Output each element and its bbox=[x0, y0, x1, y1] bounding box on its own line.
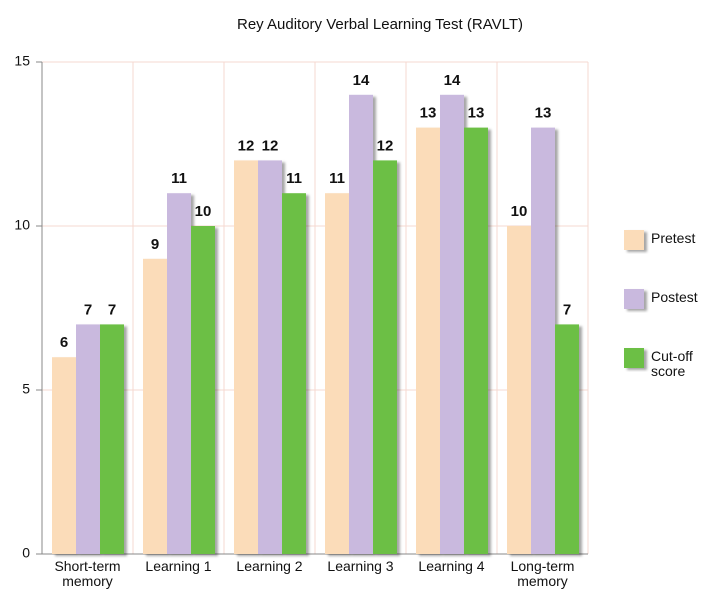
legend-label-box: Cut-off score bbox=[651, 349, 693, 379]
data-label: 7 bbox=[84, 301, 92, 318]
x-tick-label: Short-term memory bbox=[54, 559, 121, 589]
x-tick-label: Learning 1 bbox=[145, 559, 212, 574]
data-label: 13 bbox=[535, 105, 552, 122]
data-label: 12 bbox=[377, 137, 394, 154]
x-tick-label: Learning 2 bbox=[236, 559, 303, 574]
data-label: 12 bbox=[238, 137, 255, 154]
data-label: 11 bbox=[329, 170, 345, 187]
legend-label-box: Postest bbox=[651, 290, 698, 305]
data-label: 10 bbox=[511, 203, 528, 220]
bar bbox=[349, 94, 373, 555]
bar bbox=[464, 127, 488, 554]
x-tick-label: Learning 4 bbox=[418, 559, 485, 574]
legend-swatch bbox=[624, 348, 644, 368]
bar bbox=[52, 357, 76, 554]
data-label: 10 bbox=[195, 203, 212, 220]
bar bbox=[258, 160, 282, 554]
data-label: 7 bbox=[108, 301, 116, 318]
legend-swatch bbox=[624, 289, 644, 309]
data-label: 6 bbox=[60, 334, 68, 351]
bar bbox=[143, 258, 167, 554]
bar bbox=[191, 226, 215, 554]
legend-swatch bbox=[624, 230, 644, 250]
data-label: 11 bbox=[171, 170, 187, 187]
y-tick-label: 5 bbox=[22, 381, 30, 397]
data-label: 13 bbox=[420, 105, 437, 122]
x-tick-label-box: Learning 2 bbox=[236, 559, 303, 574]
x-tick-label: Long-term memory bbox=[510, 559, 575, 589]
data-label: 14 bbox=[353, 72, 370, 89]
legend-label: Postest bbox=[651, 290, 698, 305]
bar bbox=[325, 193, 349, 554]
legend-label: Pretest bbox=[651, 231, 696, 246]
y-tick-label: 10 bbox=[14, 217, 30, 233]
data-label: 11 bbox=[286, 170, 302, 187]
y-tick-label: 0 bbox=[22, 545, 30, 561]
legend-label-box: Pretest bbox=[651, 231, 696, 246]
bar bbox=[282, 193, 306, 554]
x-tick-label-box: Learning 4 bbox=[418, 559, 485, 574]
chart-title: Rey Auditory Verbal Learning Test (RAVLT… bbox=[237, 16, 523, 33]
legend-label: Cut-off score bbox=[651, 349, 693, 379]
data-label: 14 bbox=[444, 72, 461, 89]
x-tick-label-box: Learning 3 bbox=[327, 559, 394, 574]
bar bbox=[76, 324, 100, 554]
x-tick-label-box: Short-term memory bbox=[54, 559, 121, 589]
x-tick-label: Learning 3 bbox=[327, 559, 394, 574]
bar bbox=[100, 324, 124, 554]
data-label: 12 bbox=[262, 137, 279, 154]
y-tick-label: 15 bbox=[14, 53, 30, 69]
bar bbox=[507, 226, 531, 554]
data-label: 13 bbox=[468, 105, 485, 122]
bar bbox=[555, 324, 579, 554]
data-label: 7 bbox=[563, 301, 571, 318]
bar bbox=[440, 94, 464, 555]
x-tick-label-box: Long-term memory bbox=[510, 559, 575, 589]
bar bbox=[416, 127, 440, 554]
bar bbox=[167, 193, 191, 554]
bar bbox=[373, 160, 397, 554]
bar bbox=[234, 160, 258, 554]
data-label: 9 bbox=[151, 236, 159, 253]
bar bbox=[531, 127, 555, 554]
x-tick-label-box: Learning 1 bbox=[145, 559, 212, 574]
